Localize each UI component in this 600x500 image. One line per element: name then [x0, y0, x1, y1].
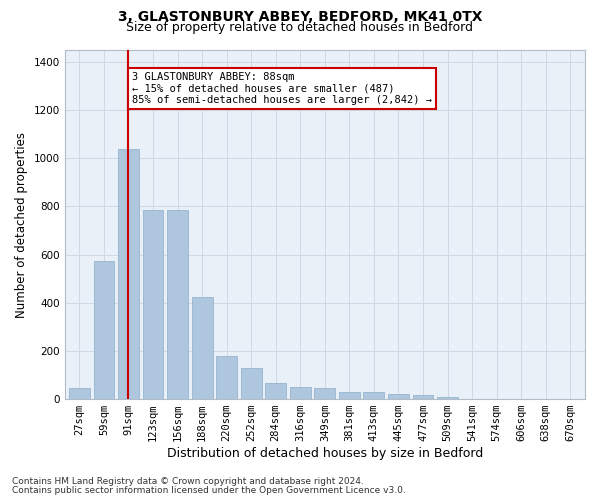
Text: Contains HM Land Registry data © Crown copyright and database right 2024.: Contains HM Land Registry data © Crown c…	[12, 477, 364, 486]
Bar	[69, 388, 90, 399]
Bar	[216, 356, 237, 399]
Text: 3 GLASTONBURY ABBEY: 88sqm
← 15% of detached houses are smaller (487)
85% of sem: 3 GLASTONBURY ABBEY: 88sqm ← 15% of deta…	[132, 72, 432, 105]
Bar	[314, 388, 335, 399]
Bar	[265, 384, 286, 399]
Bar	[94, 260, 115, 399]
X-axis label: Distribution of detached houses by size in Bedford: Distribution of detached houses by size …	[167, 447, 483, 460]
Text: 3, GLASTONBURY ABBEY, BEDFORD, MK41 0TX: 3, GLASTONBURY ABBEY, BEDFORD, MK41 0TX	[118, 10, 482, 24]
Y-axis label: Number of detached properties: Number of detached properties	[15, 132, 28, 318]
Bar	[388, 394, 409, 399]
Text: Size of property relative to detached houses in Bedford: Size of property relative to detached ho…	[127, 22, 473, 35]
Bar	[364, 392, 385, 399]
Bar	[143, 210, 163, 399]
Bar	[339, 392, 360, 399]
Bar	[118, 148, 139, 399]
Bar	[241, 368, 262, 399]
Bar	[413, 396, 433, 399]
Bar	[290, 387, 311, 399]
Bar	[437, 396, 458, 399]
Bar	[167, 210, 188, 399]
Bar	[191, 297, 212, 399]
Text: Contains public sector information licensed under the Open Government Licence v3: Contains public sector information licen…	[12, 486, 406, 495]
